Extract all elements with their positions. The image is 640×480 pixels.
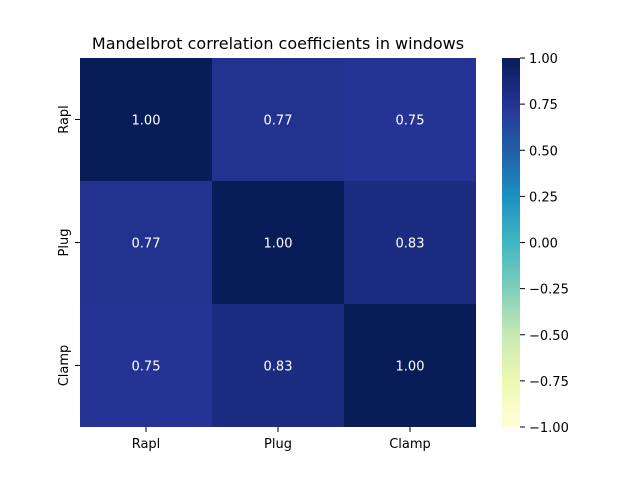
heatmap-cell-labels: 1.00 0.77 0.75 0.77 1.00 0.83 0.75 0.83 1.00 (132, 114, 425, 375)
x-axis: Rapl Plug Clamp (132, 427, 431, 452)
heatmap-cell (212, 181, 344, 304)
heatmap-cells (80, 58, 476, 427)
cell-value-label: 0.83 (264, 360, 293, 375)
cell-value-label: 1.00 (264, 237, 293, 252)
colorbar-tick-label: −0.75 (529, 375, 569, 390)
heatmap-cell (212, 304, 344, 427)
chart-title: Mandelbrot correlation coefficients in w… (92, 34, 464, 53)
x-tick-label: Clamp (389, 437, 431, 452)
colorbar-ticks: 1.00 0.75 0.50 0.25 0.00 −0.25 −0.50 −0.75 −1.00 (520, 52, 569, 436)
colorbar-tick-label: 0.25 (529, 190, 558, 205)
heatmap-cell (212, 58, 344, 181)
x-tick-label: Rapl (132, 437, 161, 452)
colorbar-tick-label: −0.50 (529, 329, 569, 344)
cell-value-label: 0.77 (132, 237, 161, 252)
colorbar-tick-label: 0.50 (529, 144, 558, 159)
heatmap-cell (80, 181, 212, 304)
y-tick-label: Rapl (57, 105, 72, 134)
heatmap-cell (344, 181, 476, 304)
heatmap-cell (344, 58, 476, 181)
y-tick-label: Clamp (57, 345, 72, 387)
colorbar-tick-label: 1.00 (529, 52, 558, 67)
colorbar-tick-label: 0.75 (529, 98, 558, 113)
x-tick-label: Plug (264, 437, 292, 452)
cell-value-label: 0.75 (132, 360, 161, 375)
cell-value-label: 0.77 (264, 114, 293, 129)
colorbar-gradient (502, 58, 520, 427)
heatmap-cell (80, 304, 212, 427)
colorbar-tick-label: 0.00 (529, 237, 558, 252)
cell-value-label: 1.00 (132, 114, 161, 129)
heatmap-cell (344, 304, 476, 427)
y-tick-label: Plug (57, 229, 72, 257)
cell-value-label: 1.00 (396, 360, 425, 375)
colorbar-tick-label: −0.25 (529, 283, 569, 298)
cell-value-label: 0.83 (396, 237, 425, 252)
cell-value-label: 0.75 (396, 114, 425, 129)
y-axis: Rapl Plug Clamp (57, 105, 80, 386)
colorbar-tick-label: −1.00 (529, 421, 569, 436)
colorbar (502, 58, 520, 427)
heatmap-cell (80, 58, 212, 181)
